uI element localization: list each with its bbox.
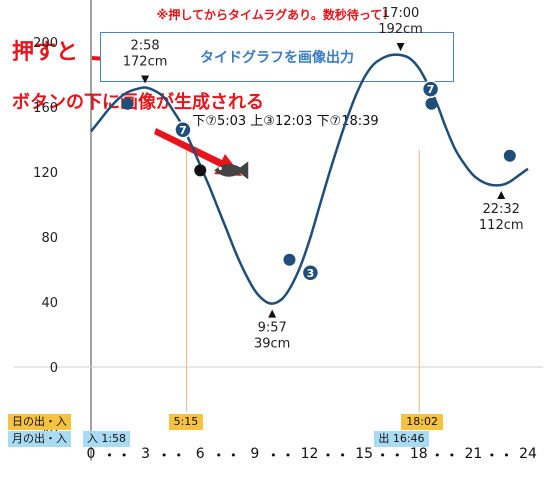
tide-summary: 下⑦5:03 上③12:03 下⑦18:39 — [192, 114, 379, 129]
tide-marker-number: 3 — [307, 267, 315, 280]
x-tick-dots: • • — [488, 449, 513, 462]
circled-7-icon — [174, 121, 192, 139]
high-tide-level: 172cm — [123, 55, 168, 70]
circled-3-icon — [301, 264, 320, 282]
low-tide-time: 22:32 — [482, 202, 519, 217]
tide-point — [121, 97, 134, 110]
x-tick-label: 12 — [300, 446, 319, 462]
x-tick-label: 6 — [195, 446, 205, 462]
y-tick-label: 200 — [33, 36, 58, 51]
low-tide-time: 9:57 — [258, 321, 287, 336]
x-tick-label: 24 — [519, 446, 537, 462]
sunrise-sunset-label: 日の出・入 — [8, 414, 71, 430]
fish-eye — [218, 166, 222, 170]
tide-curve — [90, 53, 529, 305]
high-tide-time: 17:00 — [382, 6, 419, 21]
sunset-time: 18:02 — [401, 414, 443, 430]
x-tick-label: 9 — [250, 446, 260, 462]
tide-graph-image-button-label: タイドグラフを画像出力 — [200, 50, 354, 66]
moonrise-moonset-label: 月の出・入 — [8, 431, 71, 447]
high-tide-triangle — [141, 75, 150, 84]
below-note: ボタンの下に画像が生成される — [12, 92, 264, 113]
low-tide-level: 112cm — [479, 218, 524, 233]
hour-axis: 0 • • 3 • • 6 • • 9 • • 12 • • 15 • • 18 • • 21 • • 24 — [0, 446, 551, 466]
low-tide-triangle — [268, 309, 277, 318]
fish-icon — [214, 161, 249, 180]
tide-marker-number: 7 — [179, 124, 187, 137]
tide-marker-number: 7 — [427, 83, 435, 96]
high-tide-time: 2:58 — [130, 39, 159, 54]
x-tick-dots: • • — [215, 449, 240, 462]
low-tide-level: 39cm — [254, 337, 290, 352]
x-tick-dots: • • — [433, 449, 459, 462]
high-tide-level: 192cm — [378, 22, 423, 37]
tide-point — [283, 253, 296, 266]
y-tick-label: 40 — [41, 296, 58, 311]
y-tick-label: 80 — [41, 231, 58, 246]
moonset-time: 入 1:58 — [82, 431, 131, 447]
sunrise-time: 5:15 — [168, 414, 204, 430]
x-tick-dots: • • — [106, 449, 131, 462]
x-tick-label: 15 — [355, 446, 374, 462]
high-tide-triangle — [396, 43, 405, 51]
moonrise-time: 出 16:46 — [374, 431, 429, 447]
tide-graph-image-button[interactable]: タイドグラフを画像出力 — [100, 32, 454, 82]
x-tick-label: 0 — [86, 446, 96, 462]
current-time-point — [194, 164, 207, 177]
notice-text: ※押してからタイムラグあり。数秒待って！ — [156, 8, 395, 22]
x-tick-label: 18 — [409, 446, 428, 462]
x-tick-label: 21 — [464, 446, 483, 462]
low-tide-triangle — [497, 191, 506, 199]
x-tick-dots: • • — [324, 449, 349, 462]
tide-point — [425, 97, 438, 110]
y-tick-label: 0 — [50, 361, 58, 376]
tide-point — [503, 149, 516, 162]
y-tick-label: 160 — [33, 101, 58, 116]
x-tick-label: 3 — [141, 446, 151, 462]
x-tick-dots: • • — [160, 449, 186, 462]
x-tick-dots: • • — [379, 449, 404, 462]
x-tick-dots: • • — [270, 449, 295, 462]
push-label: 押すと — [12, 40, 79, 65]
circled-7-icon — [421, 80, 440, 98]
y-tick-label: 120 — [33, 166, 58, 181]
